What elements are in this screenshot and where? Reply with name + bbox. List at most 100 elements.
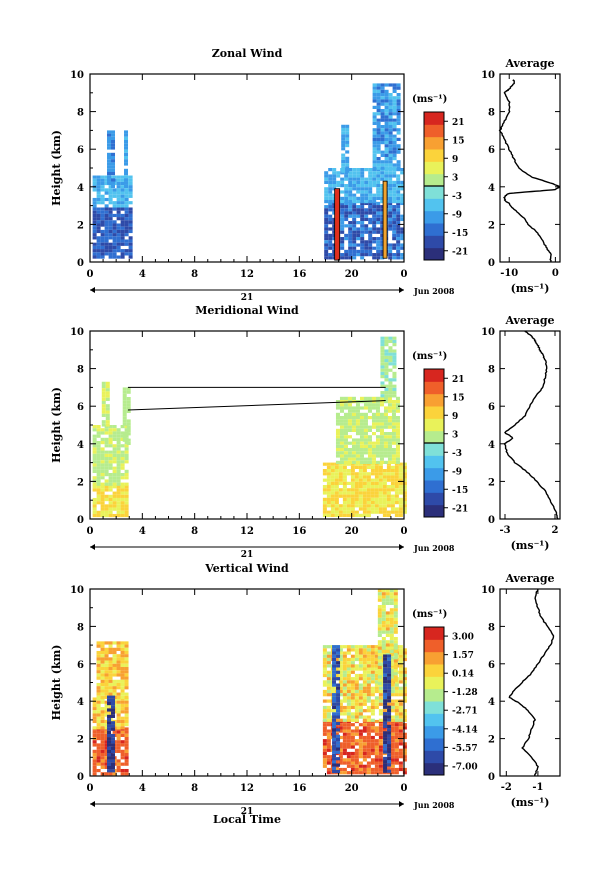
- colorbar-segment: [424, 149, 444, 162]
- colorbar-tick-label: -9: [452, 210, 462, 220]
- colorbar-segment: [424, 762, 444, 776]
- y-tick-label: 10: [70, 585, 84, 596]
- profile-line: [498, 79, 561, 263]
- colorbar-segment: [424, 418, 444, 432]
- y-tick-label: 0: [77, 515, 84, 526]
- colorbar-segment: [424, 247, 444, 261]
- colorbar-tick-label: -9: [452, 467, 462, 477]
- profile-y-tick-label: 10: [481, 327, 495, 338]
- day-bar-arrow: [90, 544, 95, 550]
- colorbar-segment: [424, 467, 444, 481]
- colorbar-tick-label: 1.57: [452, 651, 474, 661]
- x-tick-label: 12: [240, 526, 254, 537]
- colorbar-tick-label: 3.00: [452, 633, 474, 643]
- colorbar-tick-label: -1.28: [452, 688, 478, 698]
- x-tick-label: 16: [292, 526, 306, 537]
- colorbar-segment: [424, 173, 444, 187]
- x-tick-label: 20: [345, 783, 359, 794]
- day-label: 21: [241, 293, 254, 303]
- y-tick-label: 6: [77, 402, 84, 413]
- x-tick-label: 0: [87, 269, 94, 280]
- day-bar-arrow: [399, 544, 404, 550]
- profile-y-tick-label: 8: [488, 622, 495, 633]
- panel-title: Zonal Wind: [212, 47, 283, 60]
- colorbar-tick-label: 0.14: [452, 670, 474, 680]
- y-tick-label: 8: [77, 622, 84, 633]
- profile-x-tick-label: 2: [552, 525, 559, 536]
- colorbar-unit: (ms⁻¹): [412, 351, 447, 362]
- colorbar-tick-label: 9: [452, 155, 458, 165]
- y-tick-label: 2: [77, 735, 84, 746]
- colorbar-segment: [424, 504, 444, 518]
- y-tick-label: 2: [77, 220, 84, 231]
- colorbar-tick-label: -15: [452, 229, 468, 239]
- x-tick-label: 12: [240, 269, 254, 280]
- colorbar-frame: [423, 626, 445, 776]
- colorbar-segment: [424, 639, 444, 653]
- panel-title: Meridional Wind: [195, 304, 299, 317]
- profile-y-tick-label: 0: [488, 258, 495, 269]
- colorbar-segment: [424, 223, 444, 236]
- profile-x-tick-label: -1: [532, 782, 543, 793]
- colorbar-segment: [424, 651, 444, 665]
- x-tick-label: 8: [191, 526, 198, 537]
- day-label: 21: [241, 550, 254, 560]
- profile-line: [508, 588, 555, 777]
- colorbar-segment: [424, 443, 444, 456]
- profile-x-tick-label: -10: [500, 268, 518, 279]
- heatmap-cells: [92, 336, 407, 518]
- x-tick-label: 20: [345, 526, 359, 537]
- day-bar-arrow: [399, 801, 404, 807]
- colorbar-segment: [424, 664, 444, 677]
- x-tick-label: 0: [401, 526, 408, 537]
- profile-y-tick-label: 4: [488, 440, 495, 451]
- profile-y-tick-label: 6: [488, 145, 495, 156]
- colorbar-tick-label: 3: [452, 173, 458, 183]
- colorbar-unit: (ms⁻¹): [412, 609, 447, 620]
- x-tick-label: 0: [87, 526, 94, 537]
- profile-y-tick-label: 2: [488, 220, 495, 231]
- profile-title: Average: [504, 57, 554, 70]
- colorbar-segment: [424, 688, 444, 702]
- colorbar-segment: [424, 235, 444, 249]
- colorbar-segment: [424, 406, 444, 419]
- colorbar-segment: [424, 136, 444, 150]
- y-tick-label: 4: [77, 697, 84, 708]
- x-axis-label: Local Time: [213, 813, 281, 826]
- day-bar-arrow: [90, 287, 95, 293]
- profile-y-tick-label: 8: [488, 365, 495, 376]
- y-tick-label: 2: [77, 477, 84, 488]
- y-tick-label: 10: [70, 327, 84, 338]
- colorbar-tick-label: -3: [452, 192, 462, 202]
- colorbar-segment: [424, 750, 444, 764]
- profile-y-tick-label: 6: [488, 660, 495, 671]
- profile-x-tick-label: -3: [499, 525, 510, 536]
- profile-y-tick-label: 4: [488, 697, 495, 708]
- panel-2: Meridional Wind 0 2 4 6 8 10 Height (km) 0 4 8 12 16…: [50, 304, 561, 560]
- profile-line: [503, 330, 559, 520]
- profile-y-tick-label: 10: [481, 585, 495, 596]
- profile-y-tick-label: 10: [481, 70, 495, 81]
- profile-y-tick-label: 4: [488, 183, 495, 194]
- colorbar-segment: [424, 186, 444, 199]
- profile-y-tick-label: 0: [488, 515, 495, 526]
- profile-x-axis-label: (ms⁻¹): [511, 282, 550, 295]
- day-bar-arrow: [399, 287, 404, 293]
- date-label: Jun 2008: [413, 543, 455, 553]
- profile-y-tick-label: 6: [488, 402, 495, 413]
- colorbar-segment: [424, 124, 444, 138]
- colorbar-segment: [424, 676, 444, 690]
- x-tick-label: 20: [345, 269, 359, 280]
- colorbar-tick-label: -7.00: [452, 762, 478, 772]
- profile-x-axis-label: (ms⁻¹): [511, 796, 550, 809]
- colorbar-tick-label: 9: [452, 412, 458, 422]
- y-tick-label: 4: [77, 183, 84, 194]
- colorbar-segment: [424, 430, 444, 444]
- profile-y-tick-label: 0: [488, 772, 495, 783]
- y-tick-label: 8: [77, 108, 84, 119]
- profile-frame: [499, 330, 561, 520]
- x-tick-label: 8: [191, 783, 198, 794]
- y-tick-label: 6: [77, 145, 84, 156]
